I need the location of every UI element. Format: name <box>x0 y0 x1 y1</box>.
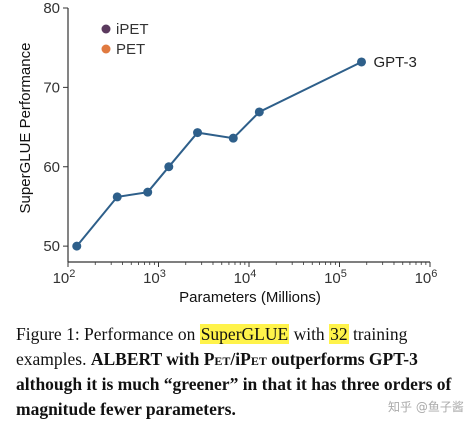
y-tick-label: 70 <box>43 79 60 96</box>
legend-label: iPET <box>116 21 149 38</box>
x-axis-label: Parameters (Millions) <box>179 289 321 306</box>
data-point <box>72 241 82 251</box>
legend-marker <box>101 44 111 54</box>
caption-pet: Pet <box>203 349 231 369</box>
caption-bold-1: ALBERT with <box>90 349 204 369</box>
x-tick-label: 103 <box>143 268 166 287</box>
performance-chart: 50 60 70 80 102 103 104 105 106 GPT-3 iPET PET Su… <box>17 0 437 306</box>
caption-rest: training examples. <box>16 324 408 369</box>
chart-series: GPT-3 <box>72 54 417 251</box>
caption-pet-2: Pet <box>240 349 267 369</box>
legend-marker <box>101 24 111 34</box>
watermark: 知乎 @鱼子酱 <box>388 400 464 414</box>
x-tick-label: 105 <box>324 268 347 287</box>
chart-legend: iPET PET <box>101 21 149 58</box>
legend-label: PET <box>116 41 145 58</box>
caption-prefix: Figure 1: Performance on <box>16 324 200 344</box>
y-tick-label: 50 <box>43 238 60 255</box>
caption-mid: with <box>289 324 330 344</box>
data-point <box>164 162 174 172</box>
caption-highlight-superglue: SuperGLUE <box>199 324 290 344</box>
x-tick-label: 102 <box>53 268 76 287</box>
series-line-gpt3 <box>76 61 362 247</box>
y-axis-label: SuperGLUE Performance <box>17 43 34 214</box>
data-point <box>112 192 122 202</box>
data-point <box>193 128 203 138</box>
y-tick-label: 60 <box>43 159 60 176</box>
caption-bold-2: outperforms GPT-3 although it is much “g… <box>16 349 452 419</box>
caption-highlight-32: 32 <box>329 324 349 344</box>
data-point <box>254 107 264 117</box>
data-point <box>143 187 153 197</box>
data-point <box>228 133 238 143</box>
y-tick-label: 80 <box>43 0 60 17</box>
figure-caption: Figure 1: Performance on SuperGLUE with … <box>16 322 464 422</box>
chart-ticks: 50 60 70 80 102 103 104 105 106 <box>43 0 437 287</box>
caption-slash: /i <box>230 349 241 369</box>
series-label-gpt3: GPT-3 <box>373 54 416 71</box>
data-point <box>356 57 366 67</box>
x-tick-label: 106 <box>415 268 438 287</box>
x-tick-label: 104 <box>234 268 257 287</box>
